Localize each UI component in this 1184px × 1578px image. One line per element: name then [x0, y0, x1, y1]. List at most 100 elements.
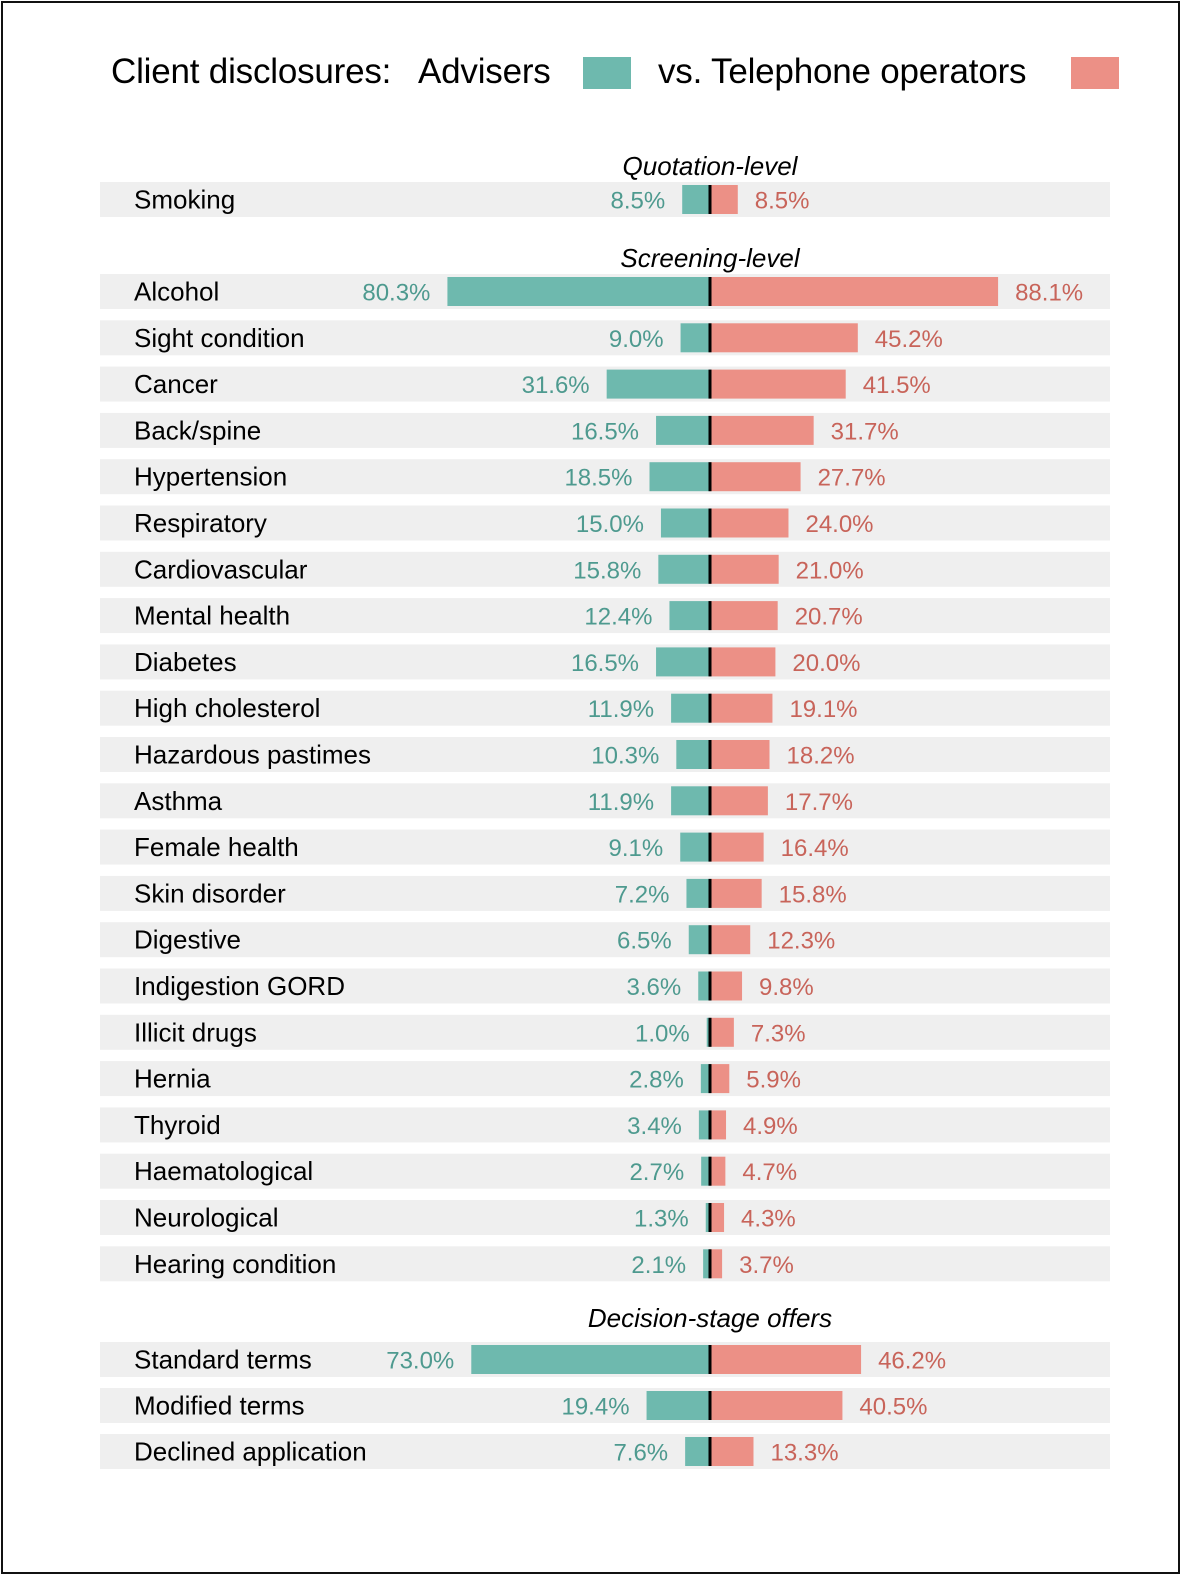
value-label-advisers: 11.9% [588, 789, 654, 816]
bar-advisers [680, 832, 710, 862]
value-label-advisers: 8.5% [611, 188, 666, 215]
bar-operators [710, 971, 743, 1001]
center-divider [708, 462, 712, 492]
bar-advisers [646, 1391, 710, 1420]
bar-operators [710, 1249, 723, 1279]
bar-advisers [680, 323, 710, 353]
bar-advisers [686, 878, 710, 908]
value-label-advisers: 15.0% [576, 511, 644, 538]
row-background [100, 412, 1110, 448]
bar-advisers [658, 554, 710, 584]
center-divider [708, 693, 712, 723]
row-background [100, 551, 1110, 587]
row-background [100, 1061, 1110, 1097]
value-label-operators: 19.1% [789, 696, 857, 723]
center-divider [708, 1156, 712, 1186]
row-background [100, 459, 1110, 495]
value-label-operators: 21.0% [796, 557, 864, 584]
row-label: Smoking [134, 185, 235, 215]
row-label: Diabetes [134, 647, 237, 677]
value-label-operators: 4.3% [741, 1206, 796, 1233]
legend-swatch-advisers [583, 57, 631, 89]
row-background [100, 320, 1110, 356]
bar-advisers [669, 601, 710, 631]
value-label-advisers: 7.2% [615, 881, 670, 908]
row-label: High cholesterol [134, 693, 320, 723]
value-label-advisers: 1.0% [635, 1020, 690, 1047]
bar-operators [710, 185, 738, 214]
center-divider [708, 323, 712, 353]
center-divider [708, 786, 712, 816]
row-label: Cancer [134, 369, 218, 399]
value-label-operators: 15.8% [779, 881, 847, 908]
center-divider [708, 508, 712, 538]
bar-operators [710, 1064, 730, 1094]
center-divider [708, 1064, 712, 1094]
center-divider [708, 740, 712, 769]
value-label-advisers: 15.8% [573, 557, 641, 584]
bar-operators [710, 1017, 734, 1047]
center-divider [708, 1345, 712, 1374]
bar-advisers [671, 693, 710, 723]
center-divider [708, 1249, 712, 1279]
value-label-advisers: 16.5% [571, 650, 639, 677]
bar-operators [710, 878, 762, 908]
row-background [100, 1246, 1110, 1282]
value-label-operators: 88.1% [1015, 280, 1083, 307]
center-divider [708, 925, 712, 955]
row-label: Asthma [134, 786, 223, 816]
bar-operators [710, 832, 764, 862]
value-label-operators: 4.7% [742, 1159, 797, 1186]
bar-advisers [698, 971, 710, 1001]
bar-operators [710, 693, 773, 723]
row-background [100, 1153, 1110, 1189]
value-label-operators: 31.7% [831, 418, 899, 445]
value-label-operators: 46.2% [878, 1348, 946, 1375]
row-background [100, 505, 1110, 541]
bar-advisers [682, 185, 710, 214]
value-label-operators: 8.5% [755, 188, 810, 215]
value-label-advisers: 9.1% [609, 835, 664, 862]
row-background [100, 598, 1110, 634]
value-label-operators: 3.7% [739, 1252, 794, 1279]
value-label-operators: 16.4% [781, 835, 849, 862]
legend-label-operators: vs. Telephone operators [658, 52, 1027, 91]
bar-advisers [685, 1437, 710, 1466]
value-label-operators: 4.9% [743, 1113, 798, 1140]
center-divider [708, 1437, 712, 1466]
row-label: Back/spine [134, 415, 261, 445]
bar-advisers [700, 1064, 710, 1094]
row-label: Neurological [134, 1203, 279, 1233]
value-label-operators: 7.3% [751, 1020, 806, 1047]
row-background [100, 737, 1110, 772]
bar-operators [710, 1345, 862, 1374]
row-background [100, 875, 1110, 911]
value-label-advisers: 2.7% [629, 1159, 684, 1186]
value-label-operators: 17.7% [785, 789, 853, 816]
bar-operators [710, 415, 814, 445]
center-divider [708, 878, 712, 908]
value-label-operators: 41.5% [863, 372, 931, 399]
row-label: Hypertension [134, 462, 287, 492]
bar-advisers [671, 786, 710, 816]
value-label-operators: 13.3% [770, 1440, 838, 1467]
center-divider [708, 1110, 712, 1140]
row-background [100, 968, 1110, 1004]
value-label-operators: 27.7% [818, 465, 886, 492]
section-title: Quotation-level [623, 151, 799, 181]
value-label-operators: 20.0% [792, 650, 860, 677]
value-label-operators: 18.2% [787, 743, 855, 770]
value-label-advisers: 9.0% [609, 326, 664, 353]
section-title: Decision-stage offers [588, 1303, 832, 1333]
value-label-advisers: 19.4% [561, 1394, 629, 1421]
row-label: Alcohol [134, 277, 219, 307]
row-label: Hearing condition [134, 1249, 336, 1279]
value-label-operators: 24.0% [805, 511, 873, 538]
value-label-operators: 40.5% [859, 1394, 927, 1421]
row-background [100, 922, 1110, 958]
row-background [100, 1014, 1110, 1050]
bar-operators [710, 1391, 843, 1420]
row-label: Female health [134, 832, 299, 862]
value-label-advisers: 10.3% [591, 743, 659, 770]
